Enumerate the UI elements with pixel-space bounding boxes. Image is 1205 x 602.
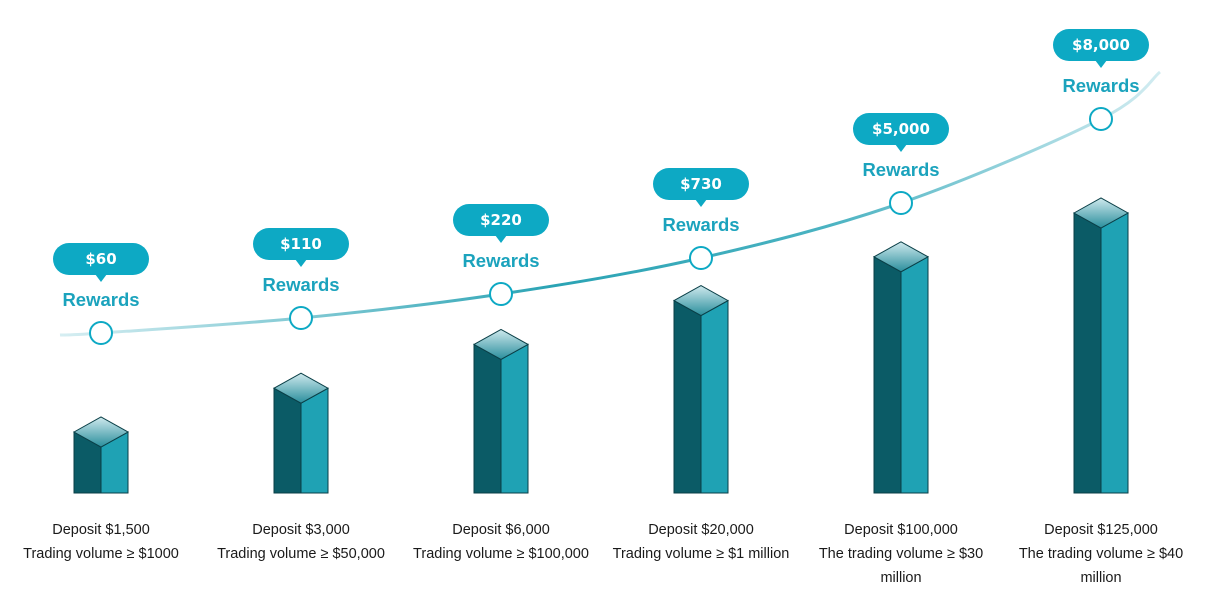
bar-left-face [873, 255, 902, 494]
reward-value: $220 [480, 211, 522, 229]
reward-marker-2: $110 Rewards [253, 228, 349, 330]
tier-label-line: Deposit $3,000 [252, 522, 350, 538]
reward-bubble [1053, 29, 1149, 61]
reward-bubble [253, 228, 349, 260]
bar-6 [1072, 197, 1130, 494]
reward-bubble [853, 113, 949, 145]
bar-left-face [1073, 212, 1102, 494]
bar-right-face [900, 255, 929, 494]
bar-right-face [300, 387, 329, 494]
bar-top-face [72, 416, 130, 448]
bar-top-face [872, 241, 930, 273]
bar-top-face [672, 285, 730, 317]
tier-label-1: Deposit $1,500 Trading volume ≥ $1000 [3, 518, 199, 566]
marker-circle [489, 282, 513, 306]
tier-label-line: Trading volume ≥ $1000 [23, 546, 179, 562]
bar-top-face [472, 328, 530, 360]
tier-label-line: Deposit $125,000 [1044, 522, 1158, 538]
reward-marker-6: $8,000 Rewards [1053, 29, 1149, 131]
tier-label-line: million [1080, 570, 1122, 586]
tier-label-line: The trading volume ≥ $40 [1018, 546, 1184, 562]
bar-right-face [500, 343, 529, 494]
bar-3 [472, 328, 530, 494]
bubble-tail [895, 144, 907, 152]
tier-label-line: Trading volume ≥ $100,000 [413, 546, 589, 562]
tier-label-line: million [880, 570, 922, 586]
bubble-tail [1095, 60, 1107, 68]
bar-right-face [1100, 212, 1129, 494]
reward-bubble [453, 204, 549, 236]
tier-label-line: Trading volume ≥ $1 million [612, 546, 790, 562]
reward-value: $730 [680, 175, 722, 193]
marker-circle [689, 246, 713, 270]
reward-label: Rewards [262, 274, 339, 295]
reward-marker-1: $60 Rewards [53, 243, 149, 345]
tier-label-5: Deposit $100,000 The trading volume ≥ $30… [803, 518, 999, 590]
tier-label-line: The trading volume ≥ $30 [818, 546, 984, 562]
bar-right-face [700, 299, 729, 494]
bubble-tail [695, 199, 707, 207]
bars-group [72, 197, 1130, 494]
reward-value: $110 [280, 235, 322, 253]
marker-circle [89, 321, 113, 345]
tier-label-3: Deposit $6,000 Trading volume ≥ $100,000 [403, 518, 599, 566]
reward-marker-4: $730 Rewards [653, 168, 749, 270]
markers-group: $60 Rewards $110 Rewards $220 Rewards $730 Rewa… [53, 29, 1149, 345]
reward-value: $60 [85, 250, 116, 268]
bar-left-face [273, 387, 302, 494]
reward-label: Rewards [462, 250, 539, 271]
reward-label: Rewards [662, 214, 739, 235]
bar-1 [72, 416, 130, 494]
tier-label-line: Deposit $6,000 [452, 522, 550, 538]
tier-label-line: Deposit $1,500 [52, 522, 150, 538]
bubble-tail [95, 274, 107, 282]
tier-label-line: Deposit $100,000 [844, 522, 958, 538]
tier-label-line: Deposit $20,000 [648, 522, 754, 538]
reward-label: Rewards [862, 159, 939, 180]
reward-value: $8,000 [1072, 36, 1130, 54]
bubble-tail [495, 235, 507, 243]
reward-curve [59, 70, 1161, 337]
marker-circle [889, 191, 913, 215]
tier-label-2: Deposit $3,000 Trading volume ≥ $50,000 [203, 518, 399, 566]
bar-left-face [673, 299, 702, 494]
bar-top-face [272, 372, 330, 404]
bar-4 [672, 285, 730, 494]
tier-label-line: Trading volume ≥ $50,000 [217, 546, 385, 562]
bar-2 [272, 372, 330, 494]
reward-marker-5: $5,000 Rewards [853, 113, 949, 215]
tier-label-4: Deposit $20,000 Trading volume ≥ $1 milli… [603, 518, 799, 566]
bubble-tail [295, 259, 307, 267]
reward-label: Rewards [62, 289, 139, 310]
bar-left-face [473, 343, 502, 494]
bar-top-face [1072, 197, 1130, 229]
tier-label-6: Deposit $125,000 The trading volume ≥ $40… [1003, 518, 1199, 590]
reward-bubble [53, 243, 149, 275]
marker-circle [289, 306, 313, 330]
reward-marker-3: $220 Rewards [453, 204, 549, 306]
marker-circle [1089, 107, 1113, 131]
reward-label: Rewards [1062, 75, 1139, 96]
reward-value: $5,000 [872, 120, 930, 138]
reward-bubble [653, 168, 749, 200]
bar-5 [872, 241, 930, 494]
